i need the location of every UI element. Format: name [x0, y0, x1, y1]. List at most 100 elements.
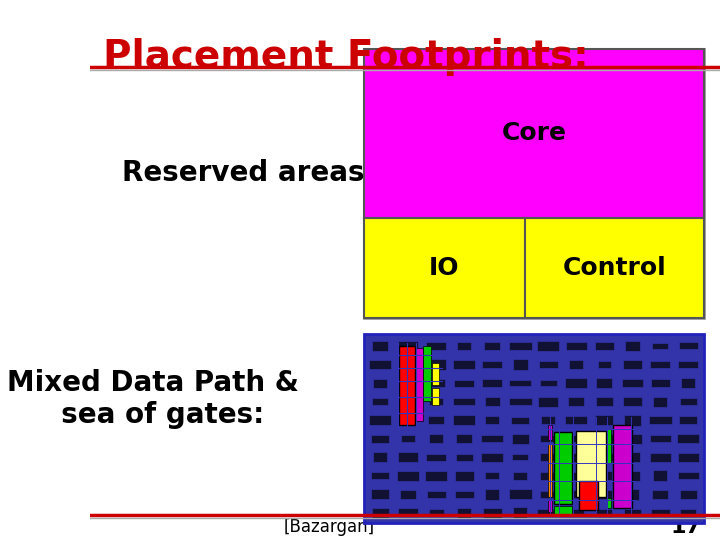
Bar [398, 397, 418, 406]
Bar [401, 435, 415, 442]
Bar [593, 434, 616, 444]
Bar [537, 341, 559, 350]
Bar [580, 482, 598, 510]
Bar [511, 434, 528, 443]
Bar [454, 470, 474, 481]
Bar [607, 429, 611, 463]
Bar [364, 218, 525, 318]
Bar [596, 397, 613, 406]
Bar [540, 491, 557, 498]
Bar [680, 509, 696, 517]
Bar [371, 489, 389, 500]
Bar [652, 490, 668, 499]
Bar [541, 435, 556, 442]
Bar [649, 435, 671, 442]
Bar [427, 380, 445, 387]
Bar [457, 508, 471, 518]
Bar [624, 509, 641, 517]
Bar [364, 49, 704, 218]
Bar [511, 416, 529, 424]
Bar [566, 490, 586, 498]
Bar [453, 360, 475, 369]
Bar [398, 341, 418, 351]
Bar [598, 361, 611, 368]
Bar [625, 471, 639, 481]
Bar [456, 434, 472, 443]
Bar [371, 472, 390, 480]
Bar [678, 361, 698, 368]
Text: Core: Core [502, 122, 567, 145]
Bar [364, 49, 704, 318]
Bar [575, 430, 606, 497]
Bar [554, 433, 572, 504]
Bar [678, 342, 698, 349]
Bar [623, 360, 642, 369]
Bar [485, 472, 499, 480]
Bar [596, 471, 612, 480]
Text: 17: 17 [670, 517, 701, 537]
Text: IO: IO [429, 256, 459, 280]
Bar [569, 360, 583, 369]
Bar [456, 454, 472, 461]
Bar [513, 508, 527, 518]
Bar [566, 453, 587, 462]
Bar [565, 472, 587, 480]
Bar [482, 508, 502, 518]
Bar [509, 342, 531, 350]
Bar [566, 342, 587, 350]
Bar [373, 379, 387, 388]
Bar [569, 509, 584, 516]
Bar [485, 489, 499, 500]
Bar [457, 342, 472, 350]
Bar [371, 435, 390, 443]
Text: [Bazargan]: [Bazargan] [284, 518, 375, 536]
Bar [596, 379, 612, 388]
Bar [548, 501, 552, 512]
Bar [554, 506, 572, 514]
Bar [525, 218, 704, 318]
Bar [624, 415, 641, 426]
Bar [607, 498, 611, 508]
Bar [513, 472, 527, 480]
Bar [653, 396, 667, 407]
Text: Placement Footprints:: Placement Footprints: [103, 38, 588, 76]
Bar [485, 397, 500, 406]
Bar [621, 379, 643, 388]
Bar [539, 397, 558, 407]
Bar [512, 454, 528, 461]
Bar [484, 342, 500, 349]
Bar [482, 361, 502, 368]
Bar [372, 399, 388, 405]
Bar [680, 398, 696, 405]
Bar [653, 470, 667, 481]
Bar [596, 509, 613, 517]
Bar [426, 341, 446, 350]
Bar [651, 509, 670, 516]
Bar [369, 415, 391, 426]
Bar [568, 435, 585, 442]
Bar [651, 380, 670, 387]
Bar [429, 398, 443, 406]
Bar [623, 434, 642, 444]
Bar [398, 380, 418, 386]
Bar [568, 397, 584, 407]
Bar [623, 397, 642, 406]
Bar [509, 380, 531, 387]
Bar [431, 363, 439, 385]
Bar [595, 415, 613, 425]
Bar [372, 508, 389, 518]
Bar [649, 416, 672, 424]
Bar [364, 334, 704, 523]
Bar [678, 434, 699, 443]
Bar [398, 453, 418, 462]
Bar [650, 361, 670, 368]
Bar [454, 380, 474, 387]
Bar [400, 490, 415, 498]
Bar [538, 509, 559, 516]
Bar [595, 342, 613, 350]
Bar [416, 348, 423, 421]
Bar [400, 417, 416, 423]
Bar [565, 378, 588, 388]
Bar [593, 453, 615, 462]
Bar [540, 454, 557, 461]
